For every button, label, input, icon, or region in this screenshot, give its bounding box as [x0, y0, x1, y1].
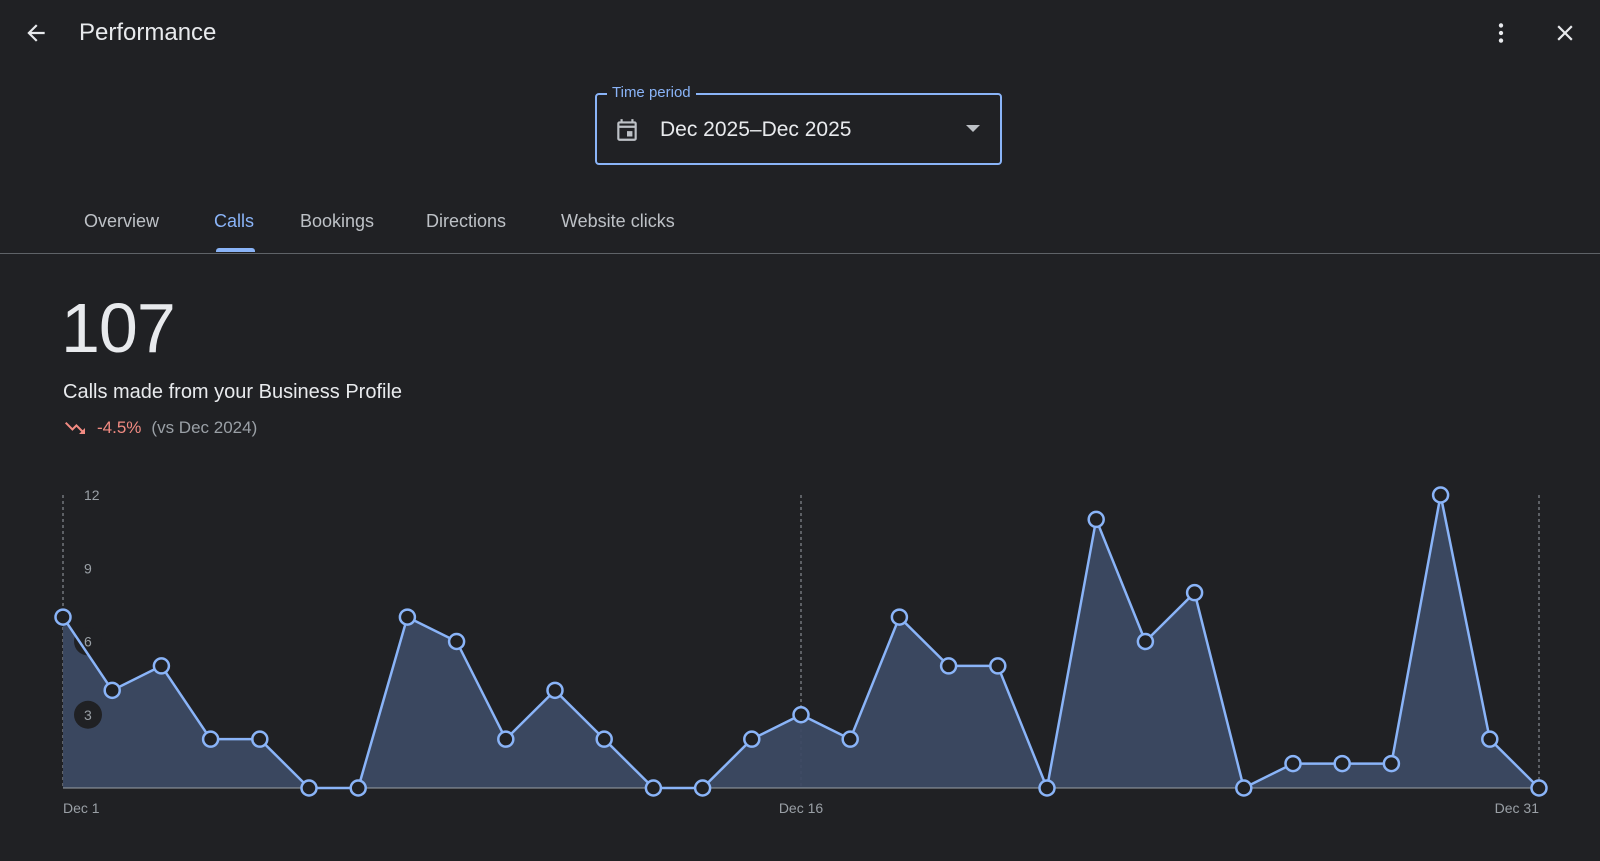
calls-chart: 3 6 9 12 Dec 1 Dec 16 Dec 31 [54, 486, 1548, 816]
metric-description: Calls made from your Business Profile [63, 381, 403, 403]
data-point [398, 608, 417, 626]
data-point [939, 657, 958, 675]
comparison-period: (vs Dec 2024) [151, 418, 258, 437]
y-tick-chip [74, 700, 102, 729]
data-point [693, 779, 712, 797]
data-point [1530, 779, 1548, 797]
y-tick-label: 6 [84, 634, 92, 650]
metric-value: 107 [61, 289, 176, 367]
data-point [1185, 583, 1204, 602]
data-point [1481, 730, 1499, 748]
chart-area [63, 495, 1539, 788]
data-point [251, 730, 269, 748]
metric-trend: -4.5% (vs Dec 2024) [63, 416, 257, 440]
x-tick-label: Dec 1 [63, 800, 100, 816]
data-point [1038, 779, 1056, 797]
data-point [792, 706, 810, 724]
data-point [497, 730, 515, 748]
close-icon [1557, 25, 1573, 41]
data-point [1136, 632, 1155, 651]
x-tick-label: Dec 16 [779, 800, 824, 816]
trending-down-icon [65, 422, 85, 434]
data-point [1284, 754, 1302, 773]
time-period-select[interactable]: Time period Dec 2025–Dec 2025 [595, 84, 1002, 165]
time-period-value: Dec 2025–Dec 2025 [660, 118, 852, 141]
data-point [447, 632, 466, 651]
data-point [1382, 754, 1401, 773]
active-tab-indicator [216, 248, 255, 252]
tab-directions[interactable]: Directions [426, 211, 507, 231]
data-point [1431, 486, 1450, 504]
data-point [890, 608, 909, 626]
data-point [1333, 754, 1351, 773]
data-point [743, 730, 761, 748]
more-options-button[interactable] [1481, 13, 1521, 53]
tab-bar: Overview Calls Bookings Directions Websi… [0, 195, 1600, 254]
data-point [349, 779, 367, 797]
time-period-label: Time period [607, 84, 696, 102]
data-point [103, 681, 121, 700]
y-tick-label: 12 [84, 487, 100, 503]
app-header: Performance [0, 0, 1600, 66]
back-button[interactable] [16, 13, 56, 53]
data-point [1235, 779, 1253, 797]
close-button[interactable] [1545, 13, 1585, 53]
y-tick-label: 9 [84, 560, 92, 576]
more-vert-icon [1498, 23, 1504, 43]
y-tick-chip [74, 627, 102, 656]
page-title: Performance [79, 19, 217, 46]
tab-bookings[interactable]: Bookings [300, 211, 375, 231]
data-point [300, 779, 318, 797]
data-point [1087, 510, 1105, 529]
data-point [595, 730, 613, 748]
data-point [546, 681, 564, 700]
data-point [201, 730, 220, 748]
tab-calls[interactable]: Calls [214, 211, 255, 231]
arrow-back-icon [27, 24, 45, 42]
data-point [841, 730, 859, 748]
calendar-icon [617, 119, 637, 141]
x-tick-label: Dec 31 [1495, 800, 1540, 816]
data-point [54, 608, 72, 626]
data-point [152, 657, 171, 675]
chevron-down-icon [966, 125, 980, 132]
data-point [989, 657, 1007, 675]
tab-overview[interactable]: Overview [84, 211, 160, 231]
tab-website-clicks[interactable]: Website clicks [561, 211, 675, 231]
y-tick-label: 3 [84, 707, 92, 723]
change-percent: -4.5% [97, 418, 142, 437]
data-point [644, 779, 663, 797]
